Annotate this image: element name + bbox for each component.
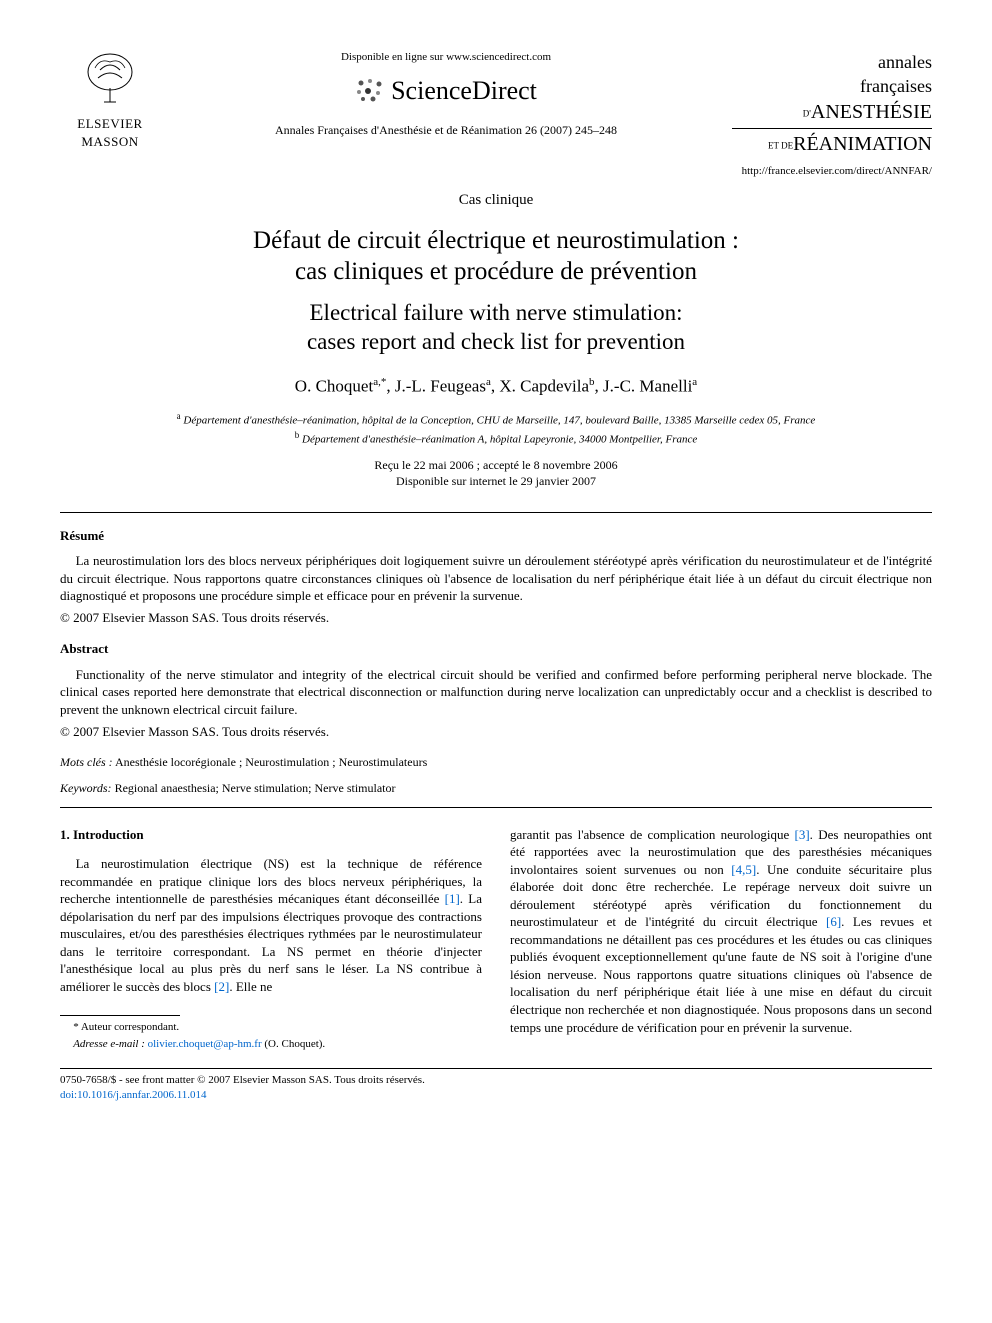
abstract-text: Functionality of the nerve stimulator an… (60, 666, 932, 719)
title-english: Electrical failure with nerve stimulatio… (60, 299, 932, 357)
resume-copyright: © 2007 Elsevier Masson SAS. Tous droits … (60, 609, 932, 627)
sciencedirect-logo: ScienceDirect (355, 73, 537, 108)
doi-link[interactable]: doi:10.1016/j.annfar.2006.11.014 (60, 1088, 932, 1103)
footer-rule (60, 1068, 932, 1069)
resume-label: Résumé (60, 527, 932, 545)
abstract-copyright: © 2007 Elsevier Masson SAS. Tous droits … (60, 723, 932, 741)
journal-url[interactable]: http://france.elsevier.com/direct/ANNFAR… (732, 164, 932, 179)
intro-para-right: garantit pas l'absence de complication n… (510, 826, 932, 1037)
page-header: ELSEVIER MASSON Disponible en ligne sur … (60, 50, 932, 178)
column-left: 1. Introduction La neurostimulation élec… (60, 826, 482, 1055)
intro-heading: 1. Introduction (60, 826, 482, 844)
journal-line2: françaises (732, 74, 932, 98)
divider-bottom (60, 807, 932, 808)
issn-line: 0750-7658/$ - see front matter © 2007 El… (60, 1073, 932, 1088)
ref-2[interactable]: [2] (214, 979, 229, 994)
abstract-label: Abstract (60, 640, 932, 658)
authors-line: O. Choqueta,*, J.-L. Feugeasa, X. Capdev… (60, 375, 932, 399)
journal-line3: D'ANESTHÉSIE (732, 99, 932, 126)
ref-1[interactable]: [1] (445, 891, 460, 906)
header-center: Disponible en ligne sur www.sciencedirec… (160, 50, 732, 138)
sd-brand-text: ScienceDirect (391, 73, 537, 108)
mots-cles: Mots clés : Anesthésie locorégionale ; N… (60, 754, 932, 770)
journal-line4: ET DERÉANIMATION (732, 131, 932, 158)
journal-line1: annales (732, 50, 932, 74)
keywords-label: Keywords: (60, 781, 112, 795)
body-columns: 1. Introduction La neurostimulation élec… (60, 826, 932, 1055)
publisher-logo: ELSEVIER MASSON (60, 50, 160, 150)
publisher-name: ELSEVIER MASSON (60, 115, 160, 150)
author-email[interactable]: olivier.choquet@ap-hm.fr (148, 1038, 262, 1050)
article-type: Cas clinique (60, 190, 932, 210)
affiliation-a: Département d'anesthésie–réanimation, hô… (183, 415, 815, 427)
sd-dots-icon (355, 77, 385, 103)
author-1: O. Choquet (295, 376, 373, 395)
availability-text: Disponible en ligne sur www.sciencedirec… (180, 50, 712, 65)
title-french: Défaut de circuit électrique et neurosti… (60, 225, 932, 288)
citation-line: Annales Françaises d'Anesthésie et de Ré… (180, 122, 712, 138)
affiliation-b: Département d'anesthésie–réanimation A, … (302, 433, 697, 445)
publisher-tree-icon (60, 50, 160, 113)
ref-6[interactable]: [6] (826, 914, 841, 929)
keywords-en: Keywords: Regional anaesthesia; Nerve st… (60, 780, 932, 796)
author-2: J.-L. Feugeas (395, 376, 486, 395)
divider-top (60, 512, 932, 513)
motscles-label: Mots clés : (60, 755, 113, 769)
resume-text: La neurostimulation lors des blocs nerve… (60, 552, 932, 605)
journal-logo: annales françaises D'ANESTHÉSIE ET DERÉA… (732, 50, 932, 178)
intro-para-left: La neurostimulation électrique (NS) est … (60, 855, 482, 995)
affiliations: a Département d'anesthésie–réanimation, … (60, 410, 932, 447)
author-3: X. Capdevila (499, 376, 589, 395)
ref-4-5[interactable]: [4,5] (731, 862, 756, 877)
corresponding-author: * Auteur correspondant. (60, 1020, 482, 1035)
column-right: garantit pas l'absence de complication n… (510, 826, 932, 1055)
author-4: J.-C. Manelli (603, 376, 692, 395)
email-footnote: Adresse e-mail : olivier.choquet@ap-hm.f… (60, 1037, 482, 1052)
article-dates: Reçu le 22 mai 2006 ; accepté le 8 novem… (60, 457, 932, 489)
ref-3[interactable]: [3] (795, 827, 810, 842)
footnote-rule (60, 1015, 180, 1016)
